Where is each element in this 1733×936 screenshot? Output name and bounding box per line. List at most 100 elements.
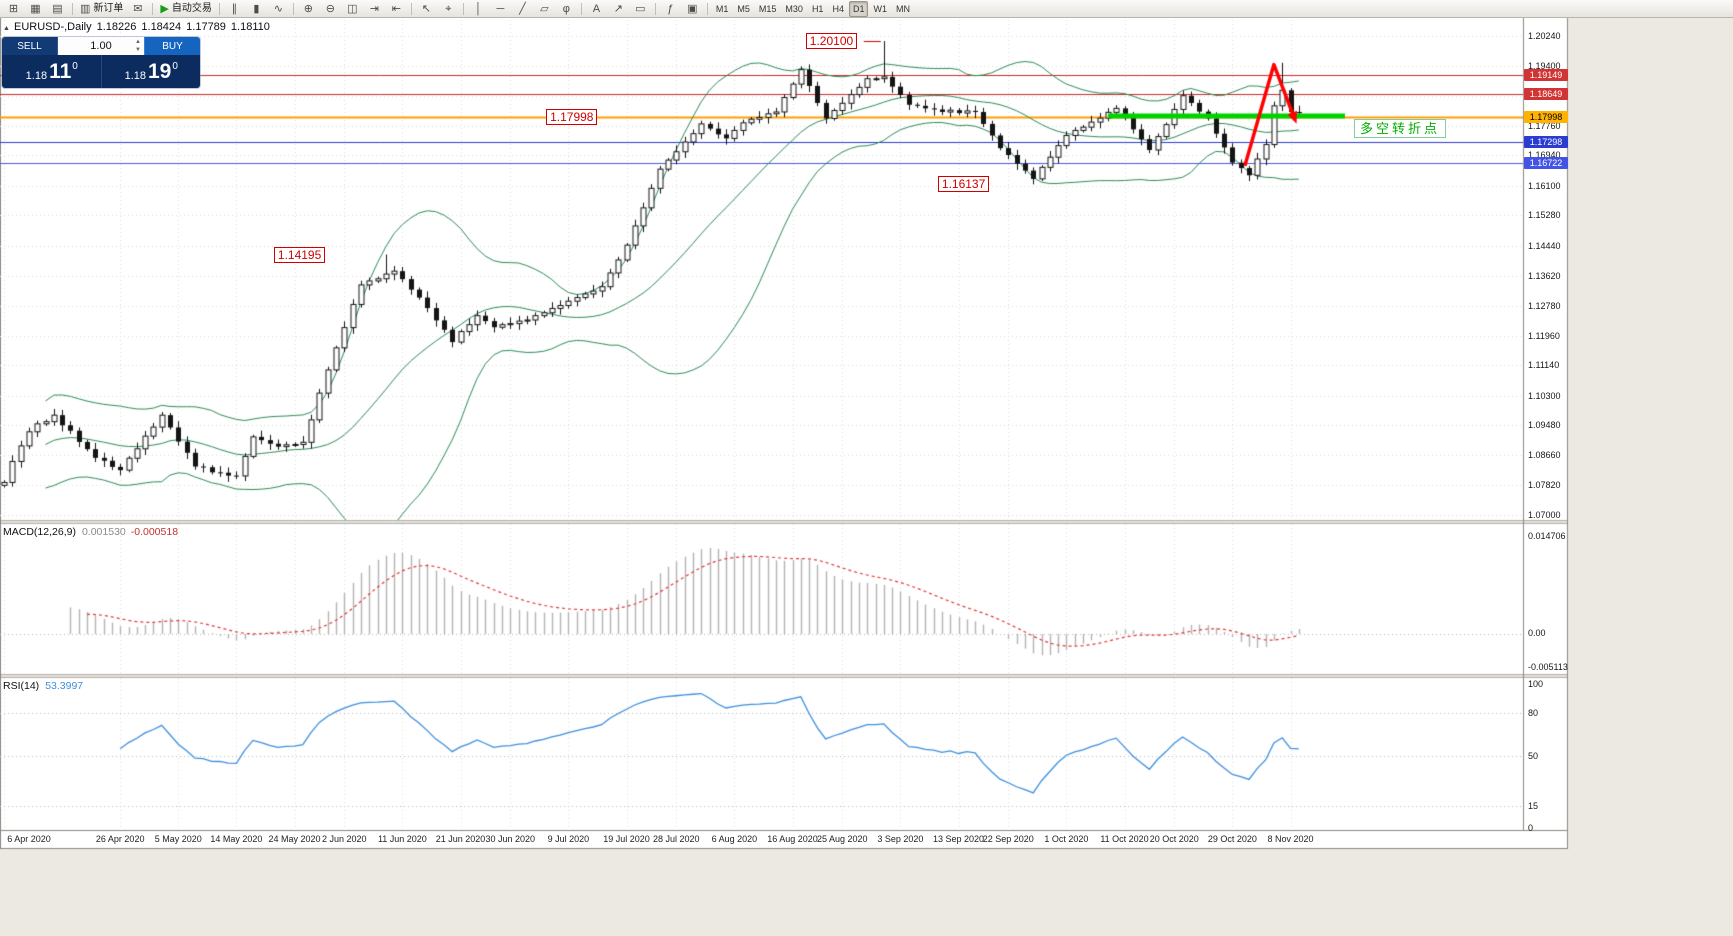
sell-button[interactable]: SELL [2, 37, 58, 55]
templates-icon: ▣ [687, 2, 698, 15]
new-order-button[interactable]: ▥ 新订单 [77, 0, 126, 17]
toolbar-separator [580, 2, 582, 15]
trendline-button[interactable]: ╱ [512, 0, 533, 17]
macd-signal-value: -0.000518 [130, 526, 179, 538]
new-order-icon: ▥ [80, 2, 91, 15]
ohlc-high: 1.18424 [141, 21, 182, 33]
toolbar-separator [152, 2, 154, 15]
timeframe-mn-button[interactable]: MN [895, 3, 910, 14]
rsi-indicator-label: RSI(14) 53.3997 [3, 680, 83, 692]
timeframe-h4-button[interactable]: H4 [832, 3, 844, 14]
autotrading-button[interactable]: ▶ 自动交易 [157, 0, 214, 17]
mail-icon: ✉ [133, 2, 143, 15]
volume-spinner: ▲ ▼ [135, 38, 141, 54]
main-toolbar: ⊞ ▦ ▤ ▥ 新订单 ✉ ▶ 自动交易 ∥ ▮ ∿ ⊕ ⊖ ◫ ⇥ ⇤ ↖ ⌖ │ ─ ╱ ▱ φ A ↗ ▭ ƒ ▣ M1 M5 M15… [0, 0, 1733, 18]
toolbar-separator [654, 2, 656, 15]
timeframe-m1-button[interactable]: M1 [715, 3, 729, 14]
volume-down-icon[interactable]: ▼ [135, 47, 141, 53]
zoom-out-button[interactable]: ⊖ [320, 0, 341, 17]
line-chart-icon: ∿ [273, 2, 283, 15]
toolbar-separator [218, 2, 220, 15]
sell-price-pips: 11 [49, 59, 72, 83]
mail-button[interactable]: ✉ [127, 0, 148, 17]
chart-profiles-icon: ▦ [30, 2, 41, 15]
buy-price-point: 0 [172, 61, 178, 72]
sell-price-button[interactable]: 1.18 11 0 [2, 55, 102, 88]
arrow-object-button[interactable]: ↗ [608, 0, 629, 17]
timeframe-m5-button[interactable]: M5 [737, 3, 750, 14]
macd-name: MACD(12,26,9) [3, 526, 76, 538]
equidistant-channel-icon: ▱ [540, 2, 549, 15]
tile-windows-icon: ◫ [347, 2, 358, 15]
timeframe-h1-button[interactable]: H1 [811, 3, 824, 14]
toolbar-separator [72, 2, 73, 15]
ohlc-low: 1.17789 [186, 21, 226, 33]
bar-chart-button[interactable]: ∥ [224, 0, 245, 17]
tile-windows-button[interactable]: ◫ [342, 0, 363, 17]
oneclick-collapse-triangle[interactable]: ▲ [3, 25, 10, 32]
rsi-value: 53.3997 [45, 680, 84, 692]
buy-price-button[interactable]: 1.18 19 0 [102, 55, 201, 88]
buy-price-prefix: 1.18 [124, 69, 146, 82]
auto-scroll-icon: ⇥ [369, 2, 379, 15]
crosshair-button[interactable]: ⌖ [438, 0, 459, 17]
buy-price-pips: 19 [148, 59, 172, 83]
cursor-button[interactable]: ↖ [416, 0, 437, 17]
zoom-out-icon: ⊖ [325, 2, 335, 15]
candlestick-chart-icon: ▮ [253, 2, 260, 15]
text-label-icon: A [592, 2, 601, 15]
zoom-in-icon: ⊕ [303, 2, 313, 15]
chart-profiles-button[interactable]: ▦ [25, 0, 46, 17]
chart-shift-icon: ⇤ [391, 2, 401, 15]
timeframe-m15-button[interactable]: M15 [758, 3, 777, 14]
vertical-line-button[interactable]: │ [468, 0, 489, 17]
one-click-trading-panel: SELL 1.00 ▲ ▼ BUY 1.18 11 0 1.18 19 0 [2, 37, 200, 88]
toolbar-separator [410, 2, 412, 15]
new-chart-icon: ⊞ [8, 2, 19, 15]
ohlc-open: 1.18226 [96, 21, 137, 33]
buy-button[interactable]: BUY [144, 37, 200, 55]
market-watch-icon: ▤ [52, 2, 63, 15]
toolbar-separator [292, 2, 294, 15]
equidistant-channel-button[interactable]: ▱ [534, 0, 555, 17]
sell-price-prefix: 1.18 [25, 69, 48, 82]
shapes-button[interactable]: ▭ [630, 0, 651, 17]
sell-price-point: 0 [72, 61, 78, 72]
fibonacci-icon: φ [562, 2, 570, 15]
volume-up-icon[interactable]: ▲ [135, 39, 141, 45]
macd-main-value: 0.001530 [81, 526, 126, 538]
autotrading-label: 自动交易 [171, 2, 212, 14]
new-order-label: 新订单 [93, 2, 124, 14]
timeframe-d1-button[interactable]: D1 [848, 0, 869, 17]
fibonacci-button[interactable]: φ [556, 0, 577, 17]
chart-window-title: EURUSD-,Daily 1.18226 1.18424 1.17789 1.1811… [14, 21, 275, 33]
chart-shift-button[interactable]: ⇤ [386, 0, 407, 17]
line-chart-button[interactable]: ∿ [268, 0, 289, 17]
volume-value: 1.00 [90, 40, 112, 52]
autotrading-icon: ▶ [160, 2, 169, 15]
rsi-name: RSI(14) [3, 680, 40, 692]
candlestick-chart-button[interactable]: ▮ [246, 0, 267, 17]
text-label-button[interactable]: A [586, 0, 607, 17]
bar-chart-icon: ∥ [231, 2, 238, 15]
horizontal-line-button[interactable]: ─ [490, 0, 511, 17]
indicators-icon: ƒ [667, 2, 674, 15]
shapes-icon: ▭ [635, 2, 646, 15]
timeframe-w1-button[interactable]: W1 [873, 3, 887, 14]
toolbar-separator [706, 2, 708, 15]
new-chart-button[interactable]: ⊞ [3, 0, 24, 17]
arrow-object-icon: ↗ [613, 2, 623, 15]
cursor-icon: ↖ [421, 2, 431, 15]
zoom-in-button[interactable]: ⊕ [298, 0, 319, 17]
market-watch-button[interactable]: ▤ [47, 0, 68, 17]
trendline-icon: ╱ [519, 2, 526, 15]
indicators-button[interactable]: ƒ [660, 0, 681, 17]
macd-indicator-label: MACD(12,26,9) 0.001530 -0.000518 [3, 526, 178, 538]
volume-input[interactable]: 1.00 ▲ ▼ [58, 37, 144, 55]
timeframe-m30-button[interactable]: M30 [785, 3, 803, 14]
ohlc-close: 1.18110 [230, 21, 270, 33]
toolbar-separator [462, 2, 464, 15]
auto-scroll-button[interactable]: ⇥ [364, 0, 385, 17]
templates-button[interactable]: ▣ [682, 0, 703, 17]
